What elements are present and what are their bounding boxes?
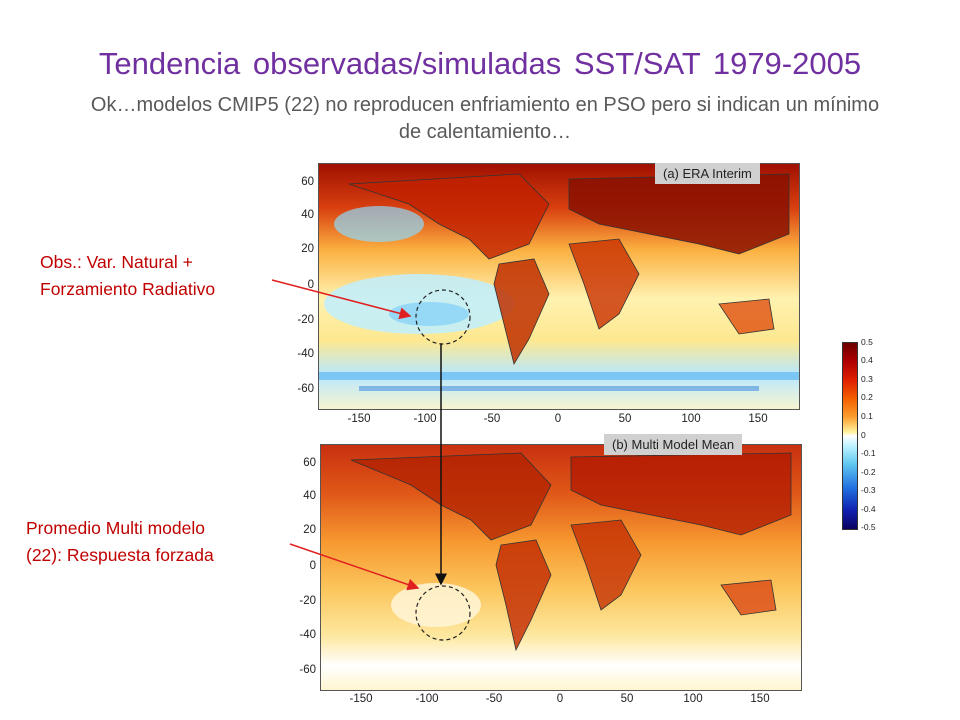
top-xtick-4: 50 <box>618 413 632 425</box>
top-xtick-0: -150 <box>347 413 371 425</box>
top-xtick-5: 100 <box>681 413 701 425</box>
bottom-xtick-0: -150 <box>349 693 373 705</box>
top-ytick-1: 40 <box>301 209 314 221</box>
bottom-xtick-6: 150 <box>750 693 770 705</box>
bottom-ytick-3: 0 <box>309 560 316 572</box>
slide-subtitle: Ok…modelos CMIP5 (22) no reproducen enfr… <box>90 94 880 143</box>
cbar-tick-1: 0.4 <box>861 355 873 365</box>
bottom-ytick-4: -20 <box>299 595 316 607</box>
top-ytick-6: -60 <box>297 383 314 395</box>
top-ytick-5: -40 <box>297 348 314 360</box>
slide-title: Tendencia observadas/simuladas SST/SAT 1… <box>98 46 862 81</box>
cbar-tick-4: 0.1 <box>861 411 873 421</box>
cbar-tick-3: 0.2 <box>861 392 873 402</box>
cbar-tick-10: -0.5 <box>861 522 876 532</box>
cbar-tick-9: -0.4 <box>861 504 876 514</box>
top-xtick-6: 150 <box>748 413 768 425</box>
bottom-xtick-2: -50 <box>485 693 503 705</box>
bottom-xtick-3: 0 <box>556 693 564 705</box>
bottom-ytick-6: -60 <box>299 664 316 676</box>
cbar-tick-2: 0.3 <box>861 374 873 384</box>
multi-model-mean-map <box>320 444 802 691</box>
bottom-ytick-1: 40 <box>303 490 316 502</box>
top-ytick-0: 60 <box>301 176 314 188</box>
top-ytick-4: -20 <box>297 314 314 326</box>
colorbar <box>842 342 858 530</box>
model-label: Promedio Multi modelo (22): Respuesta fo… <box>26 515 214 569</box>
bottom-xtick-5: 100 <box>683 693 703 705</box>
panel-b-label: (b) Multi Model Mean <box>604 434 743 455</box>
multi-model-mean-map-image <box>321 445 801 690</box>
cbar-tick-5: 0 <box>861 430 866 440</box>
bottom-xtick-1: -100 <box>415 693 439 705</box>
top-xtick-2: -50 <box>483 413 501 425</box>
bottom-ytick-5: -40 <box>299 629 316 641</box>
bottom-xtick-4: 50 <box>620 693 634 705</box>
top-ytick-3: 0 <box>307 279 314 291</box>
cbar-tick-0: 0.5 <box>861 337 873 347</box>
model-label-line2: (22): Respuesta forzada <box>26 545 214 565</box>
era-interim-map <box>318 163 800 410</box>
cbar-tick-6: -0.1 <box>861 448 876 458</box>
top-ytick-2: 20 <box>301 243 314 255</box>
bottom-ytick-0: 60 <box>303 457 316 469</box>
top-xtick-1: -100 <box>413 413 437 425</box>
model-label-line1: Promedio Multi modelo <box>26 518 205 538</box>
obs-label-line2: Forzamiento Radiativo <box>40 279 216 299</box>
obs-label: Obs.: Var. Natural + Forzamiento Radiati… <box>40 249 215 303</box>
era-interim-map-image <box>319 164 799 409</box>
top-xtick-3: 0 <box>554 413 562 425</box>
cbar-tick-7: -0.2 <box>861 467 876 477</box>
panel-a-label: (a) ERA Interim <box>655 163 760 184</box>
bottom-ytick-2: 20 <box>303 524 316 536</box>
cbar-tick-8: -0.3 <box>861 485 876 495</box>
obs-label-line1: Obs.: Var. Natural + <box>40 252 193 272</box>
